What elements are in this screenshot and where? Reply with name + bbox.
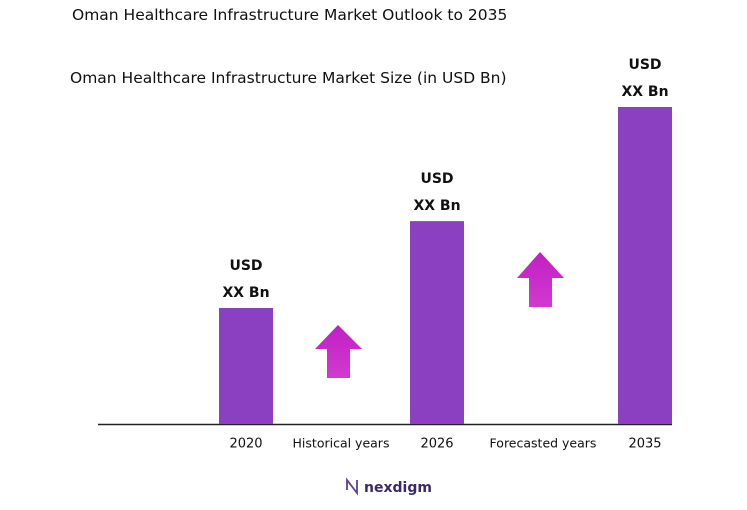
up-arrow — [517, 252, 564, 307]
bar — [618, 107, 672, 424]
data-label-line: USD — [628, 57, 661, 73]
data-label: USD XX Bn — [621, 57, 668, 100]
up-arrow — [315, 325, 362, 378]
data-label-line: XX Bn — [222, 285, 269, 301]
annotation: Historical years — [293, 436, 390, 451]
logo-text: nexdigm — [364, 480, 432, 496]
chart-subtitle: Oman Healthcare Infrastructure Market Si… — [70, 69, 507, 87]
data-label-line: USD — [420, 171, 453, 187]
bar — [219, 307, 273, 424]
data-label-line: USD — [229, 258, 262, 274]
data-label-line: XX Bn — [621, 84, 668, 100]
data-label: USD XX Bn — [413, 171, 460, 214]
chart-title: Oman Healthcare Infrastructure Market Ou… — [72, 6, 508, 24]
bar — [410, 221, 464, 424]
x-tick-label: 2035 — [628, 437, 661, 452]
annotation: Forecasted years — [490, 436, 597, 451]
x-tick-label: 2020 — [229, 437, 262, 452]
x-tick-label: 2026 — [420, 437, 453, 452]
data-label-line: XX Bn — [413, 198, 460, 214]
data-label: USD XX Bn — [222, 258, 269, 301]
logo-icon — [346, 477, 358, 496]
